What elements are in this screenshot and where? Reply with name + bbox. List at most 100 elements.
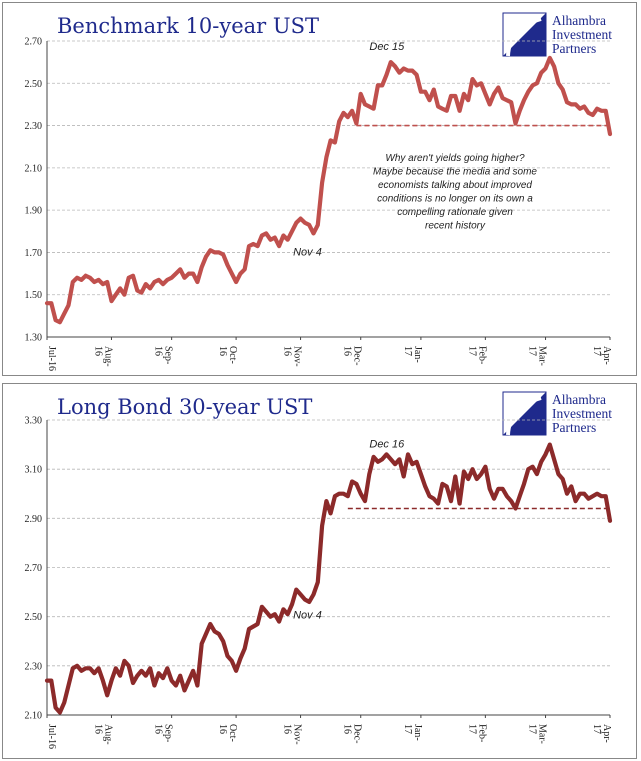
note-line: recent history [425,221,486,232]
x-tick-label-month: Sep- [163,724,174,742]
x-tick-label-year: 16 [92,346,103,356]
x-tick-label-year: 16 [153,346,164,356]
x-tick-label: Mar-17 [527,724,548,744]
logo-swoosh [506,396,542,436]
note-line: economists talking about improved [378,180,532,191]
annotations: Dec 15 Nov 4 [293,41,405,258]
x-tick-label-year: 16 [217,724,228,734]
x-tick-label: Dec-16 [342,724,363,743]
chart-panel-30-year: Long Bond 30-year UST Alhambra Investmen… [2,383,637,759]
x-tick-label: Jan-17 [402,346,423,363]
logo-line-1: Alhambra [552,13,606,28]
series-line [44,442,613,715]
annotation-label: Nov 4 [293,610,322,622]
note-line: compelling rationale given [397,207,513,218]
x-tick-label: Feb-17 [466,724,487,742]
x-tick-label: Jul-16 [46,724,57,749]
y-tick-label: 2.70 [25,37,43,48]
x-tick-label-year: 16 [217,346,228,356]
y-tick-label: 2.10 [25,163,43,174]
x-tick-label-month: Feb- [476,724,487,742]
x-tick-label-month: Jan- [412,724,423,741]
x-tick-label-month: Aug- [102,346,113,367]
y-tick-label: 2.30 [25,121,43,132]
x-tick-label-month: Mar- [537,724,548,744]
annotation-label: Dec 15 [369,41,405,53]
x-tick-label: Aug-16 [92,724,113,745]
note-line: Maybe because the media and some [373,167,537,178]
x-tick-labels: Jul-16 Aug-16 Sep-16 Oct-16 Nov-16 Dec-16 Jan-… [46,337,612,371]
x-tick-label-year: 16 [153,724,164,734]
x-tick-label-month: Feb- [476,346,487,364]
x-tick-label-month: Nov- [292,724,303,745]
y-tick-label: 2.90 [25,514,43,525]
x-tick-label: Jul-16 [46,346,57,371]
logo-line-2: Investment [552,27,612,42]
y-tick-label: 1.90 [25,206,43,217]
x-tick-label-month: Oct- [227,724,238,742]
series-line [44,55,613,325]
x-tick-label-month: Oct- [227,346,238,364]
y-tick-label: 1.30 [25,333,43,344]
x-tick-label-year: 17 [527,346,538,356]
x-tick-label: Feb-17 [466,346,487,364]
commentary-note: Why aren't yields going higher? Maybe bec… [373,153,537,232]
x-tick-label-month: Dec- [352,724,363,743]
x-tick-label: Nov-16 [282,346,303,367]
chart-30-year-svg: Long Bond 30-year UST Alhambra Investmen… [25,391,613,749]
logo-swoosh [506,17,542,57]
y-tick-label: 3.30 [25,416,43,427]
x-tick-label-year: 16 [92,724,103,734]
x-tick-label-year: 17 [591,724,602,734]
x-tick-label-month: Nov- [292,346,303,367]
x-tick-label-month: Apr- [601,346,612,365]
y-tick-label: 1.50 [25,290,43,301]
logo-line-3: Partners [552,41,596,56]
x-tick-label-month: Jan- [412,346,423,363]
annotations: Dec 16 Nov 4 [293,438,405,621]
x-tick-label: Sep-16 [153,724,174,742]
x-tick-label: Aug-16 [92,346,113,367]
y-tick-labels: 2.10 2.30 2.50 2.70 2.90 3.10 3.30 [25,416,43,722]
x-tick-label: Jan-17 [402,724,423,741]
x-tick-label: Mar-17 [527,346,548,366]
y-tick-label: 2.30 [25,661,43,672]
logo-wedge [503,13,546,56]
x-tick-label-year: 16 [282,346,293,356]
series-line-path [44,442,613,715]
chart-title: Benchmark 10-year UST [57,14,319,38]
alhambra-logo: Alhambra Investment Partners [502,391,612,436]
y-tick-label: 2.10 [25,711,43,722]
logo-line-2: Investment [552,406,612,421]
y-tick-label: 3.10 [25,465,43,476]
x-tick-label-year: 16 [342,346,353,356]
annotation-label: Dec 16 [369,438,405,450]
x-tick-label-year: 17 [402,346,413,356]
chart-10-year-svg: Benchmark 10-year UST Alhambra Investmen… [25,12,613,371]
x-tick-label-month: Sep- [163,346,174,364]
x-tick-label-year: 17 [466,724,477,734]
logo-line-1: Alhambra [552,392,606,407]
x-tick-label-month: Dec- [352,346,363,365]
x-tick-label: Sep-16 [153,346,174,364]
y-tick-labels: 1.30 1.50 1.70 1.90 2.10 2.30 2.50 2.70 [25,37,43,344]
y-tick-label: 1.70 [25,248,43,259]
grid-layer [46,40,610,338]
logo-wedge [503,392,546,435]
alhambra-logo: Alhambra Investment Partners [502,12,612,57]
x-tick-label: Oct-16 [217,724,238,742]
note-line: conditions is no longer on its own a [377,194,533,205]
x-tick-label: Oct-16 [217,346,238,364]
series-line-path [44,55,613,325]
logo-line-3: Partners [552,420,596,435]
x-tick-label-year: 17 [402,724,413,734]
x-tick-label: Apr-17 [591,724,612,743]
x-tick-label-month: Apr- [601,724,612,743]
x-tick-label-year: 17 [527,724,538,734]
y-tick-label: 2.70 [25,563,43,574]
x-tick-label-year: 17 [466,346,477,356]
chart-panel-10-year: Benchmark 10-year UST Alhambra Investmen… [2,2,637,376]
x-tick-label-year: 17 [591,346,602,356]
x-tick-label-month: Mar- [537,346,548,366]
annotation-label: Nov 4 [293,246,322,258]
